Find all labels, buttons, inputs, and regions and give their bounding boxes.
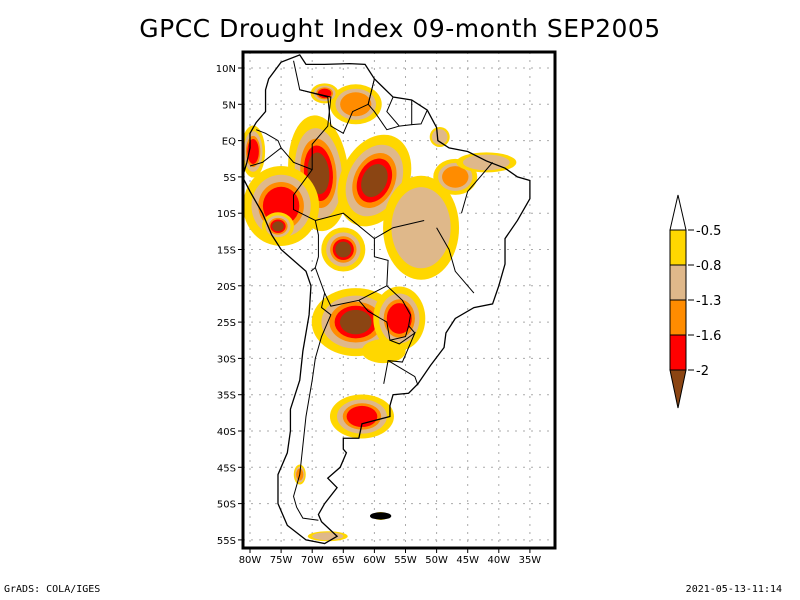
country-border: [388, 361, 418, 386]
lon-tick-label: 80W: [239, 555, 262, 566]
lat-tick-label: 15S: [217, 246, 236, 257]
peru-bolivia-core-level-5: [272, 221, 284, 231]
lat-tick-label: 35S: [217, 391, 236, 402]
lat-tick-label: 25S: [217, 318, 236, 329]
colorbar-segment: [670, 265, 686, 300]
colorbar-label: -0.8: [696, 259, 721, 274]
country-border: [387, 97, 412, 126]
lat-tick-label: 20S: [217, 282, 236, 293]
lon-tick-label: 35W: [519, 555, 542, 566]
colorbar-label: -0.5: [696, 224, 721, 239]
drought-map: 10N5NEQ5S10S15S20S25S30S35S40S45S50S55S …: [0, 0, 800, 600]
latitude-axis: 10N 5N EQ 5S 10S 15S 20S 25S 30S 35S 40S 45S 50S 55S: [216, 64, 243, 547]
lat-tick-label: 30S: [217, 354, 236, 365]
longitude-axis: 80W 75W 70W 65W 60W 55W 50W 45W 40W 35W: [239, 548, 542, 566]
lat-tick-label: 5N: [222, 100, 236, 111]
drought-field: [241, 83, 516, 541]
lat-tick-label: 5S: [223, 173, 236, 184]
lon-tick-label: 40W: [487, 555, 510, 566]
colorbar-label: -2: [696, 364, 709, 379]
lat-tick-label: 40S: [217, 427, 236, 438]
colorbar-label: -1.3: [696, 294, 721, 309]
grads-credit: GrADS: COLA/IGES: [4, 584, 100, 595]
colorbar-bottom-triangle: [670, 370, 686, 408]
colorbar-segment: [670, 300, 686, 335]
lat-tick-label: 50S: [217, 500, 236, 511]
lon-tick-label: 45W: [456, 555, 479, 566]
lat-tick-label: 45S: [217, 463, 236, 474]
colorbar: -0.5 -0.8 -1.3 -1.6 -2: [670, 195, 721, 408]
colorbar-segment: [670, 335, 686, 370]
colorbar-segment: [670, 230, 686, 265]
northeast-brazil-drought-level-3: [442, 166, 468, 188]
central-brazil-drought-level-2: [391, 187, 450, 268]
argentina-ne-drought-level-1: [362, 339, 406, 363]
lat-tick-label: EQ: [222, 137, 236, 148]
country-border: [311, 268, 315, 272]
colorbar-top-triangle: [670, 195, 686, 230]
chaco-drought-level-5: [340, 310, 372, 334]
falkland-islands: [371, 513, 391, 519]
bolivia-drought-level-5: [335, 242, 351, 258]
lon-tick-label: 50W: [425, 555, 448, 566]
lat-tick-label: 55S: [217, 536, 236, 547]
timestamp: 2021-05-13-11:14: [686, 584, 782, 595]
lon-tick-label: 55W: [394, 555, 417, 566]
lon-tick-label: 65W: [332, 555, 355, 566]
lat-tick-label: 10N: [216, 64, 236, 75]
lat-tick-label: 10S: [217, 209, 236, 220]
lon-tick-label: 75W: [270, 555, 293, 566]
tierra-del-fuego-drought-level-2: [312, 532, 343, 540]
lon-tick-label: 60W: [363, 555, 386, 566]
country-border: [412, 110, 428, 125]
colorbar-label: -1.6: [696, 329, 721, 344]
country-border: [294, 293, 331, 520]
venezuela-drought-level-3: [340, 92, 371, 116]
lon-tick-label: 70W: [301, 555, 324, 566]
